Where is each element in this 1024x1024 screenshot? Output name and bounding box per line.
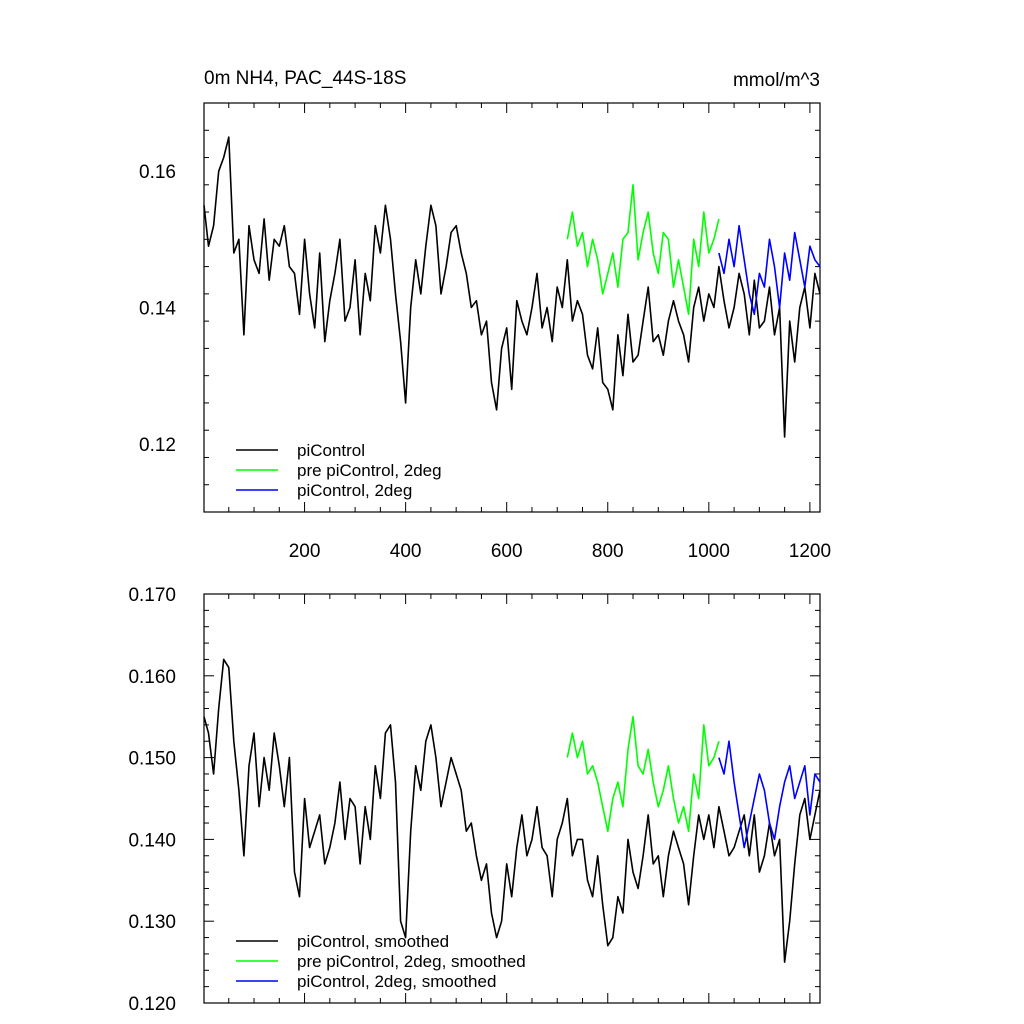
- series-line: [566, 715, 720, 832]
- y-tick-label: 0.140: [128, 830, 176, 851]
- legend-label: pre piControl, 2deg, smoothed: [297, 952, 526, 971]
- y-tick-label: 0.14: [139, 299, 176, 320]
- y-tick-label: 0.120: [128, 994, 176, 1015]
- y-tick-label: 0.170: [128, 585, 176, 606]
- y-tick-label: 0.130: [128, 912, 176, 933]
- x-tick-label: 200: [289, 541, 321, 562]
- chart-title: 0m NH4, PAC_44S-18S: [204, 68, 406, 89]
- bottom-panel: 0.120 0.130 0.140 0.150 0.160 0.170 piControl,…: [128, 585, 821, 1015]
- x-tick-label: 600: [491, 541, 523, 562]
- legend-label: piControl, 2deg: [297, 481, 412, 500]
- plot-frame: [203, 102, 821, 513]
- x-tick-label: 1200: [789, 541, 831, 562]
- series-line: [203, 136, 821, 438]
- series-line: [566, 184, 720, 316]
- legend-label: piControl, 2deg, smoothed: [297, 972, 496, 991]
- units-label: mmol/m^3: [733, 70, 820, 91]
- y-tick-label: 0.160: [128, 667, 176, 688]
- legend-label: piControl, smoothed: [297, 932, 449, 951]
- y-tick-label: 0.12: [139, 435, 176, 456]
- series-line: [203, 658, 821, 963]
- legend-label: piControl: [297, 441, 365, 460]
- x-tick-label: 400: [390, 541, 422, 562]
- top-panel: 0m NH4, PAC_44S-18S mmol/m^3 200 400 600 80…: [139, 68, 831, 562]
- x-tick-label: 1000: [688, 541, 730, 562]
- y-tick-label: 0.150: [128, 749, 176, 770]
- x-tick-label: 800: [592, 541, 624, 562]
- series-line: [718, 740, 821, 849]
- plot-frame: [203, 593, 821, 1004]
- legend-label: pre piControl, 2deg: [297, 461, 442, 480]
- y-tick-label: 0.16: [139, 162, 176, 183]
- series-line: [718, 224, 821, 316]
